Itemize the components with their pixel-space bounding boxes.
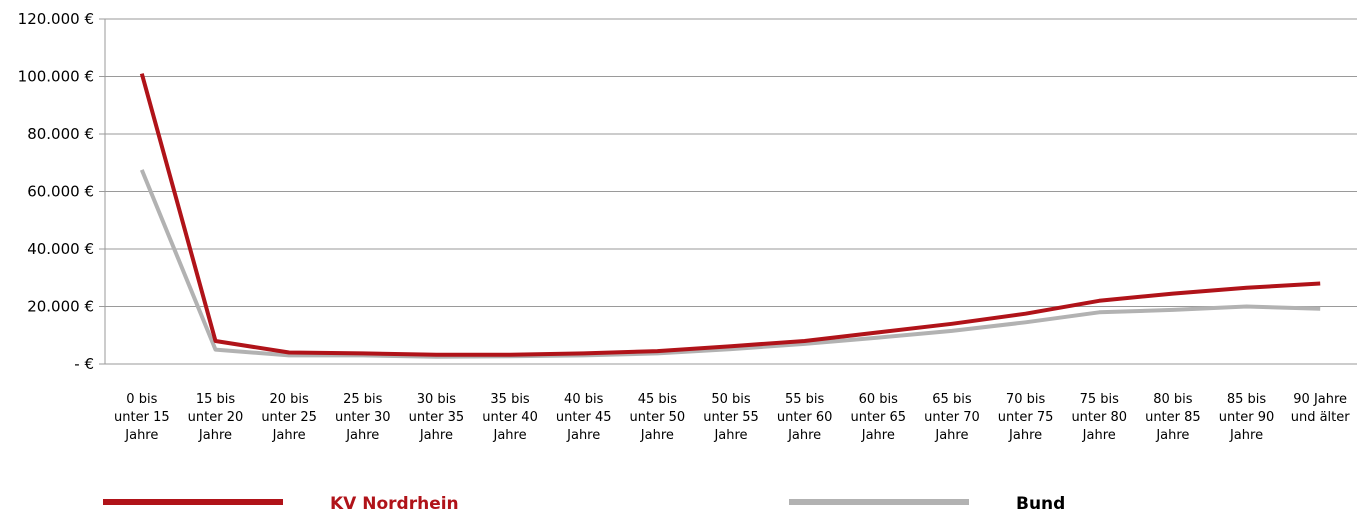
x-tick-label: 30 bis unter 35 Jahre [409,392,465,443]
x-tick-label: 80 bis unter 85 Jahre [1145,392,1201,443]
y-tick-label: 40.000 € [27,240,94,258]
legend-label-kv-nordrhein: KV Nordrhein [330,494,459,514]
series-line-kv-nordrhein [139,73,1321,357]
y-tick-label: - € [74,355,94,373]
y-tick-label: 80.000 € [27,125,94,143]
y-tick-label: 120.000 € [18,10,94,28]
x-tick-label: 20 bis unter 25 Jahre [261,392,317,443]
x-tick-label: 0 bis unter 15 Jahre [114,392,170,443]
y-tick-label: 100.000 € [18,68,94,86]
x-tick-label: 90 Jahre und älter [1291,392,1351,425]
x-tick-label: 65 bis unter 70 Jahre [924,392,980,443]
y-tick-label: 60.000 € [27,183,94,201]
x-tick-label: 55 bis unter 60 Jahre [777,392,833,443]
x-tick-label: 45 bis unter 50 Jahre [630,392,686,443]
x-tick-label: 25 bis unter 30 Jahre [335,392,391,443]
x-tick-label: 85 bis unter 90 Jahre [1219,392,1275,443]
x-tick-label: 70 bis unter 75 Jahre [998,392,1054,443]
x-tick-label: 35 bis unter 40 Jahre [482,392,538,443]
x-tick-label: 40 bis unter 45 Jahre [556,392,612,443]
y-tick-label: 20.000 € [27,298,94,316]
x-tick-label: 50 bis unter 55 Jahre [703,392,759,443]
x-tick-label: 75 bis unter 80 Jahre [1071,392,1127,443]
legend-label-bund: Bund [1016,494,1065,514]
x-tick-label: 60 bis unter 65 Jahre [850,392,906,443]
x-tick-label: 15 bis unter 20 Jahre [188,392,244,443]
series-line-bund [139,169,1321,359]
